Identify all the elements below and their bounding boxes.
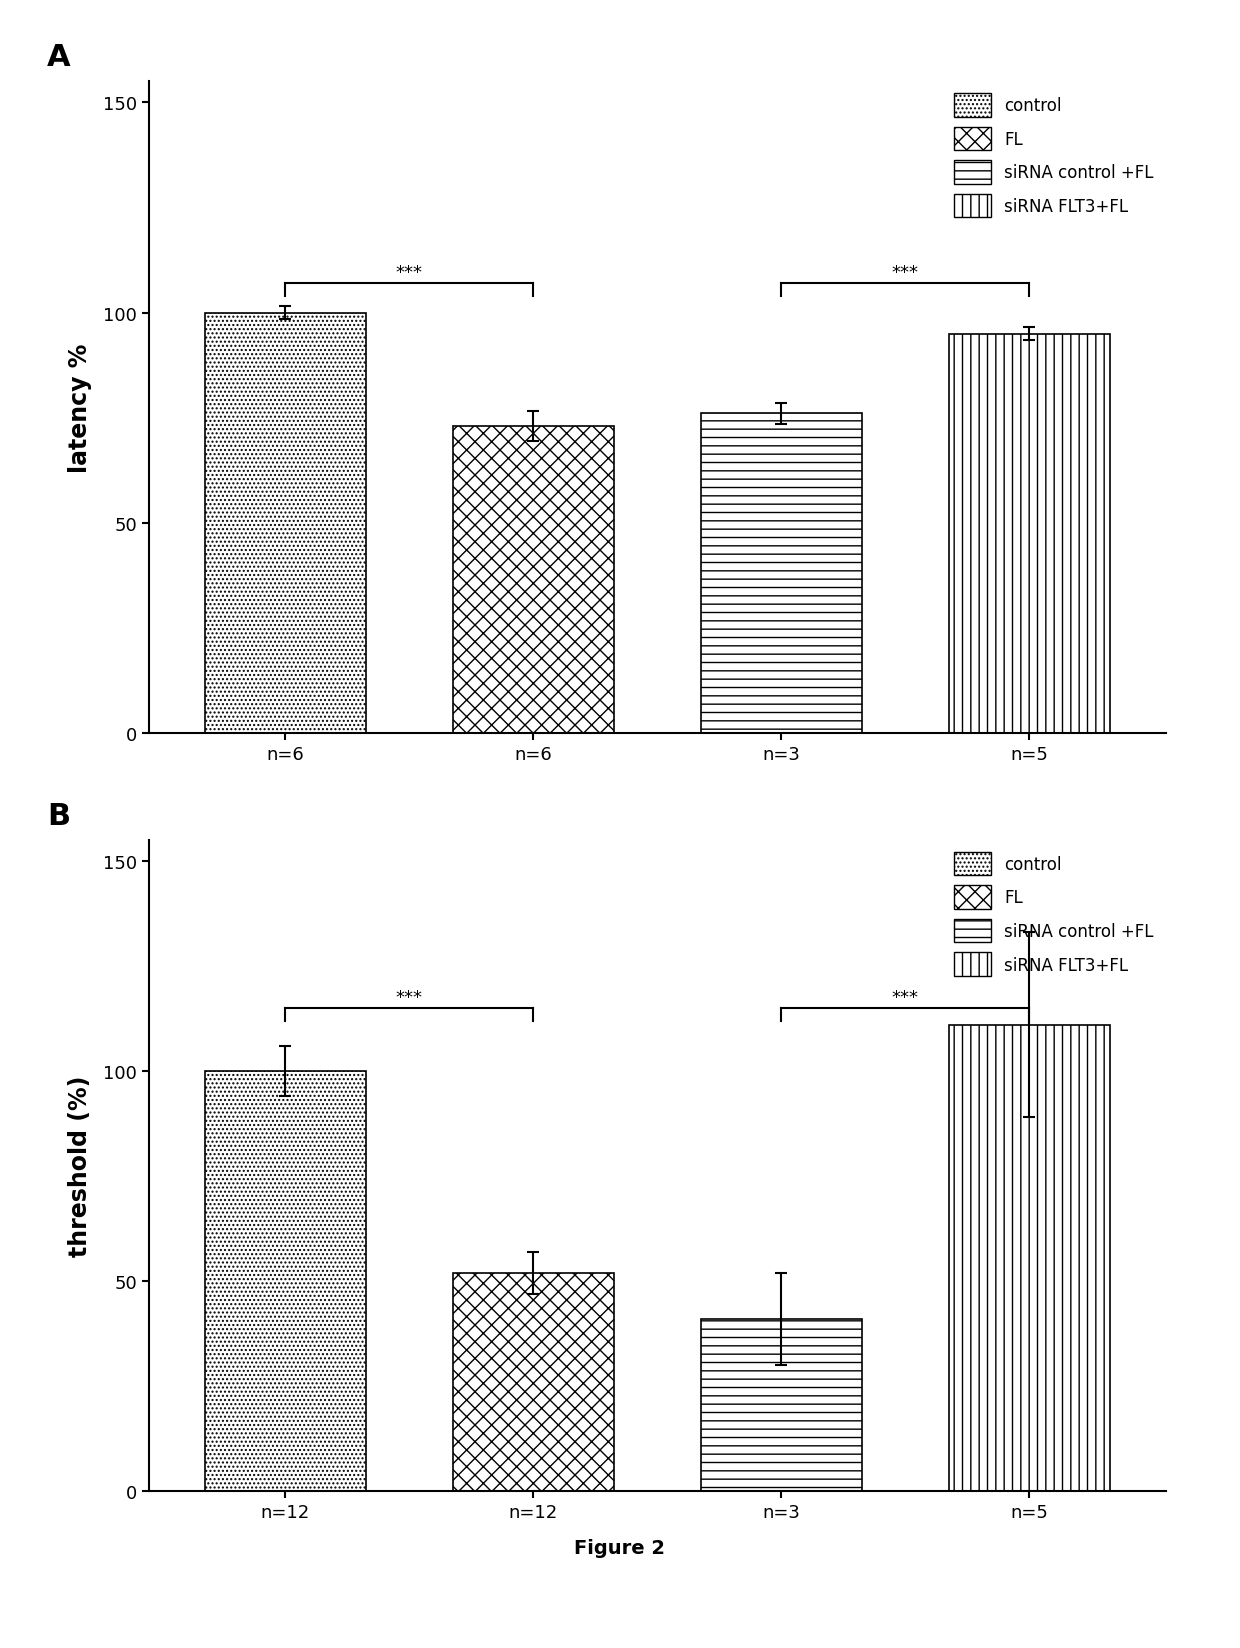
Text: ***: *** xyxy=(396,989,423,1007)
Y-axis label: latency %: latency % xyxy=(68,343,92,473)
Bar xyxy=(949,1025,1110,1491)
Text: ***: *** xyxy=(396,264,423,282)
Y-axis label: threshold (%): threshold (%) xyxy=(68,1076,92,1256)
Text: Figure 2: Figure 2 xyxy=(574,1538,666,1557)
Text: A: A xyxy=(47,43,71,73)
Text: ***: *** xyxy=(892,989,919,1007)
Legend: control, FL, siRNA control +FL, siRNA FLT3+FL: control, FL, siRNA control +FL, siRNA FL… xyxy=(947,845,1161,984)
Text: B: B xyxy=(47,801,71,831)
Text: ***: *** xyxy=(892,264,919,282)
Bar xyxy=(205,313,366,733)
Bar xyxy=(701,414,862,733)
Bar xyxy=(453,427,614,733)
Bar xyxy=(205,1071,366,1491)
Legend: control, FL, siRNA control +FL, siRNA FLT3+FL: control, FL, siRNA control +FL, siRNA FL… xyxy=(947,87,1161,226)
Bar xyxy=(453,1272,614,1491)
Bar xyxy=(949,335,1110,733)
Bar xyxy=(701,1320,862,1491)
